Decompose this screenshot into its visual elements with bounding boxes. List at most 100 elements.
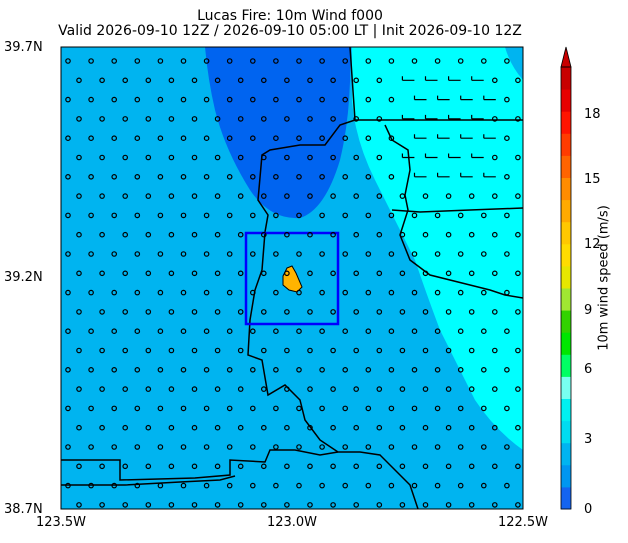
calm-wind-marker — [504, 482, 510, 489]
calm-wind-marker — [457, 251, 464, 257]
x-tick-center: 123.0W — [266, 515, 318, 530]
calm-wind-marker — [226, 251, 233, 257]
calm-wind-marker — [296, 135, 302, 142]
calm-wind-marker — [273, 444, 279, 450]
wind-barb — [448, 153, 461, 159]
calm-wind-marker — [307, 231, 313, 238]
calm-wind-marker — [260, 77, 267, 84]
colorbar-segment — [561, 354, 571, 377]
calm-wind-marker — [296, 212, 302, 219]
calm-wind-marker — [65, 251, 71, 257]
calm-wind-marker — [307, 193, 313, 199]
colorbar-extend-arrow — [560, 46, 572, 68]
calm-wind-marker — [65, 405, 71, 412]
calm-wind-marker — [399, 193, 406, 199]
calm-wind-marker — [111, 405, 118, 412]
calm-wind-marker — [307, 77, 313, 84]
calm-wind-marker — [296, 96, 302, 103]
calm-wind-marker — [180, 58, 187, 64]
calm-wind-marker — [457, 482, 464, 489]
calm-wind-marker — [273, 366, 279, 373]
calm-wind-marker — [365, 212, 372, 219]
calm-wind-marker — [214, 193, 221, 199]
calm-wind-marker — [504, 444, 510, 450]
calm-wind-marker — [365, 444, 372, 450]
calm-wind-marker — [284, 386, 290, 392]
calm-wind-marker — [260, 424, 267, 431]
calm-wind-marker — [296, 328, 302, 335]
calm-wind-marker — [250, 366, 256, 373]
calm-wind-marker — [111, 289, 118, 296]
calm-wind-marker — [319, 482, 325, 489]
calm-wind-marker — [168, 463, 175, 470]
calm-wind-marker — [99, 502, 105, 508]
calm-wind-marker — [237, 193, 244, 199]
calm-wind-marker — [411, 289, 418, 296]
calm-wind-marker — [342, 328, 349, 335]
calm-wind-marker — [157, 405, 164, 412]
calm-wind-marker — [226, 328, 233, 335]
calm-wind-marker — [180, 135, 187, 142]
calm-wind-marker — [273, 212, 279, 219]
calm-wind-marker — [99, 193, 105, 199]
calm-wind-marker — [111, 251, 118, 257]
calm-wind-marker — [134, 482, 141, 489]
calm-wind-marker — [445, 270, 452, 277]
x-tick-east: 122.5W — [497, 515, 549, 530]
colorbar-segment — [561, 376, 571, 399]
calm-wind-marker — [203, 251, 210, 257]
calm-wind-marker — [180, 174, 187, 180]
calm-wind-marker — [411, 444, 418, 450]
colorbar-label: 10m wind speed (m/s) — [596, 205, 612, 351]
wind-barb — [401, 153, 415, 159]
calm-wind-marker — [376, 309, 383, 315]
calm-wind-marker — [88, 482, 94, 489]
calm-wind-marker — [330, 154, 336, 161]
calm-wind-marker — [191, 309, 198, 315]
calm-wind-marker — [203, 96, 210, 103]
calm-wind-marker — [376, 116, 383, 122]
calm-wind-marker — [168, 154, 175, 161]
calm-wind-marker — [515, 154, 521, 161]
calm-wind-marker — [399, 502, 406, 508]
calm-wind-marker — [365, 96, 372, 103]
calm-wind-marker — [134, 135, 141, 142]
calm-wind-marker — [226, 405, 233, 412]
calm-wind-marker — [388, 328, 395, 335]
calm-wind-marker — [260, 502, 267, 508]
calm-wind-marker — [111, 482, 118, 489]
calm-wind-marker — [342, 174, 349, 180]
calm-wind-marker — [353, 347, 360, 354]
wind-speed-field — [61, 47, 523, 509]
calm-wind-marker — [88, 405, 94, 412]
calm-wind-marker — [88, 135, 94, 142]
calm-wind-marker — [307, 270, 313, 277]
calm-wind-marker — [468, 386, 475, 392]
calm-wind-marker — [491, 347, 498, 354]
wind-barb — [437, 134, 450, 139]
calm-wind-marker — [445, 193, 452, 199]
calm-wind-marker — [353, 270, 360, 277]
calm-wind-marker — [168, 424, 175, 431]
calm-wind-marker — [88, 251, 94, 257]
calm-wind-marker — [76, 309, 82, 315]
fire-area-box — [244, 231, 340, 326]
calm-wind-marker — [376, 424, 383, 431]
calm-wind-marker — [250, 289, 256, 296]
calm-wind-marker — [342, 212, 349, 219]
calm-wind-marker — [145, 502, 152, 508]
calm-wind-marker — [122, 386, 129, 392]
calm-wind-marker — [480, 328, 487, 335]
calm-wind-marker — [214, 77, 221, 84]
calm-wind-marker — [388, 135, 395, 142]
calm-wind-marker — [260, 193, 267, 199]
calm-wind-marker — [250, 328, 256, 335]
calm-wind-marker — [307, 424, 313, 431]
calm-wind-marker — [260, 347, 267, 354]
calm-wind-marker — [145, 424, 152, 431]
colorbar-tick-12: 12 — [584, 237, 601, 252]
wind-band-low — [205, 47, 351, 219]
calm-wind-marker — [203, 58, 210, 64]
calm-wind-marker — [214, 502, 221, 508]
wind-barb — [483, 134, 496, 139]
